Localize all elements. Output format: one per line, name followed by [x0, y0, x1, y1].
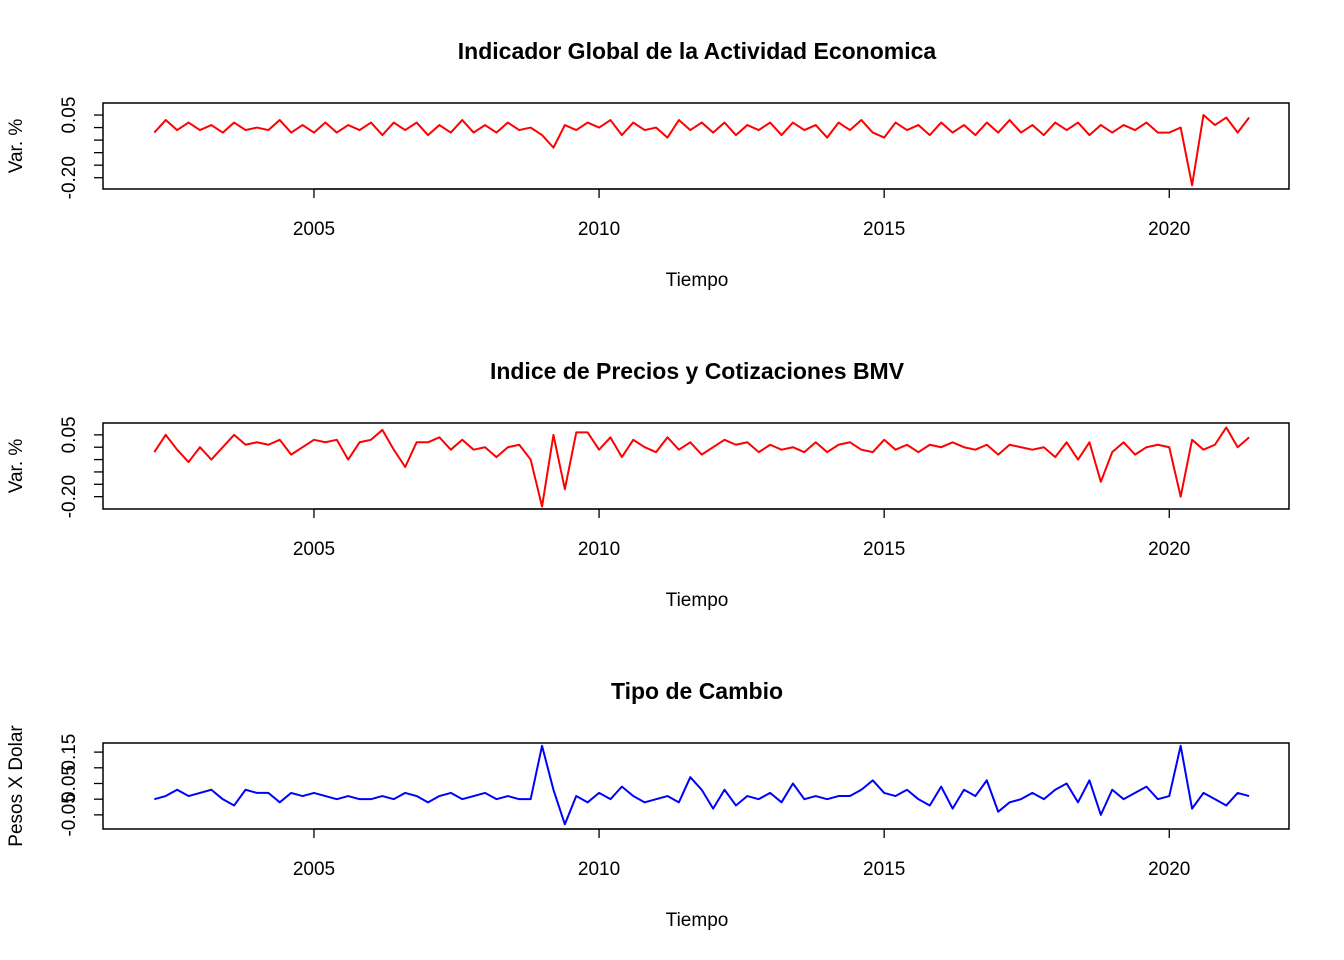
x-axis-label: Tiempo [666, 270, 729, 291]
y-axis-label: Var. % [6, 119, 27, 174]
chart-title: Indicador Global de la Actividad Economi… [458, 38, 937, 64]
x-tick-label: 2005 [293, 539, 335, 560]
chart-title: Tipo de Cambio [611, 678, 783, 704]
y-axis-label: Pesos X Dolar [6, 725, 27, 847]
y-tick-label: -0.20 [59, 475, 80, 518]
x-tick-label: 2010 [578, 219, 620, 240]
x-tick-label: 2005 [293, 859, 335, 880]
x-tick-label: 2005 [293, 219, 335, 240]
chart-title: Indice de Precios y Cotizaciones BMV [490, 358, 905, 384]
y-tick-label: 0.05 [59, 765, 80, 802]
y-tick-label: 0.05 [59, 416, 80, 453]
series-line [154, 744, 1250, 826]
x-tick-label: 2015 [863, 859, 905, 880]
x-tick-label: 2010 [578, 539, 620, 560]
y-tick-label: -0.20 [59, 156, 80, 199]
y-tick-label: -0.05 [59, 793, 80, 836]
plot-frame [102, 742, 1290, 830]
x-tick-label: 2020 [1148, 219, 1190, 240]
plot-frame [102, 422, 1290, 510]
plot-frame [102, 102, 1290, 190]
x-tick-label: 2015 [863, 539, 905, 560]
x-axis-label: Tiempo [666, 590, 729, 611]
x-tick-label: 2020 [1148, 539, 1190, 560]
x-axis-label: Tiempo [666, 910, 729, 931]
y-axis-label: Var. % [6, 439, 27, 494]
y-tick-label: 0.05 [59, 97, 80, 134]
y-tick-label: 0.15 [59, 734, 80, 771]
x-tick-label: 2020 [1148, 859, 1190, 880]
series-line [153, 114, 1250, 187]
x-tick-label: 2015 [863, 219, 905, 240]
series-line [153, 426, 1250, 508]
x-tick-label: 2010 [578, 859, 620, 880]
